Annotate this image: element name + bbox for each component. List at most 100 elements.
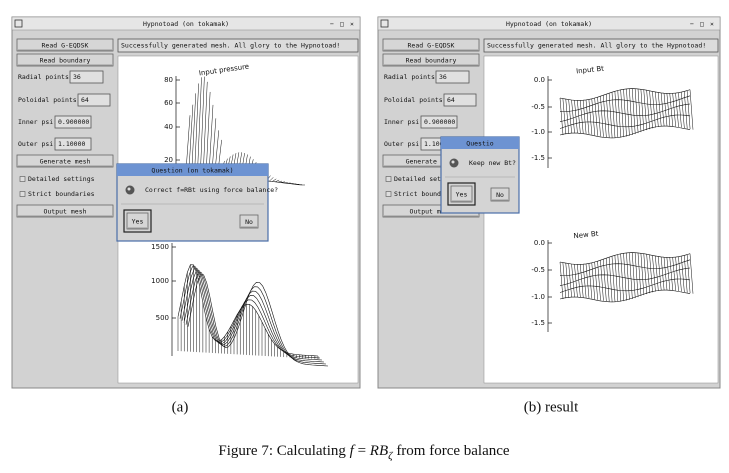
button[interactable] [16,38,114,52]
button[interactable] [16,154,114,168]
checkbox-label: Strict boundaries [28,190,95,198]
dialog-message: Correct f=RBt using force balance? [145,186,278,194]
field-value: 36 [73,73,81,81]
surface-wire [559,125,691,139]
surface-wire [620,253,624,302]
surface-wire [637,252,642,297]
surface-wire [579,264,584,298]
text-field[interactable] [54,137,92,151]
surface-wire [562,262,567,299]
surface-wire [640,253,645,296]
window-title: Hypnotoad (on tokamak) [506,20,592,28]
caption-math: = [354,443,370,459]
tick-label: 60 [164,99,173,107]
button-label: No [496,191,504,199]
tick-label: 0.0 [534,239,545,247]
button-label: Read boundary [406,57,457,65]
field-label: Radial points: [384,73,439,81]
surface-wire [689,253,694,294]
surface-wire [588,99,593,135]
surface-wire [275,179,280,183]
text-field[interactable] [420,115,458,129]
checkbox[interactable] [385,191,392,197]
field-value: 1.10000 [58,140,85,148]
surface-wire [594,98,598,136]
title-bar [11,16,361,31]
button[interactable] [490,187,510,202]
window-control[interactable]: − [690,20,694,28]
checkbox-label: Detailed settings [394,175,461,183]
plot-area [483,55,719,384]
window-icon [14,19,23,28]
subcaption: (a) [172,399,189,415]
surface-wire [568,99,572,134]
button[interactable] [239,214,259,229]
checkbox-label: Detailed settings [28,175,95,183]
surface-wire [669,93,674,127]
dialog-title-bar [117,164,268,176]
dialog-icon-eye [127,187,131,191]
surface-wire [559,114,691,129]
surface-wire [629,88,633,136]
window-icon [380,19,389,28]
text-field[interactable] [435,70,470,84]
text-field[interactable] [443,93,477,107]
text-field[interactable] [54,115,92,129]
surface-wire [579,100,584,134]
surface-wire [614,91,619,138]
window-control[interactable]: − [330,20,334,28]
checkbox[interactable] [19,191,26,197]
window-control[interactable]: □ [340,20,344,28]
surface-wire [652,91,656,128]
surface-wire [666,257,671,291]
button[interactable] [16,204,114,218]
surface-wire [565,99,570,134]
caption-math: RB [369,443,388,459]
caption-text: from force balance [393,443,510,459]
surface-wire [185,115,191,172]
window-control[interactable]: □ [700,20,704,28]
button[interactable] [16,53,114,67]
surface-wire [617,254,622,302]
surface-wire [660,92,665,127]
button-label: Output mesh [43,208,86,216]
surface-wire [187,274,329,367]
surface-wire [200,76,205,173]
surface-wire [559,97,564,135]
plot-title: New Bt [573,230,599,241]
surface-wire [649,90,653,129]
surface-wire [623,253,627,301]
surface-wire [672,257,676,291]
surface-wire [574,264,578,298]
window-control[interactable]: × [350,20,354,28]
surface-wire [646,254,650,294]
surface-wire [631,252,636,299]
surface-wire [678,256,682,292]
button-label: Read boundary [40,57,91,65]
surface-wire [591,262,596,300]
field-label: Inner psi: [18,118,57,126]
window-title: Hypnotoad (on tokamak) [143,20,229,28]
caption-math: f [350,443,356,459]
button[interactable] [382,53,480,67]
surface-wire [603,259,607,302]
button[interactable] [126,212,149,230]
button-label: Generate mesh [406,158,457,166]
text-field[interactable] [77,93,111,107]
surface-wire [657,92,662,127]
checkbox[interactable] [19,176,26,182]
surface-wire [629,252,633,300]
dialog-title: Questio [466,140,493,148]
surface-wire [582,100,587,134]
surface-wire [603,95,607,138]
surface-wire [194,83,199,173]
checkbox[interactable] [385,176,392,182]
surface-wire [681,256,685,293]
surface-wire [577,264,581,298]
button[interactable] [382,38,480,52]
text-field[interactable] [69,70,104,84]
surface-wire [585,263,590,299]
button[interactable] [450,185,473,203]
dialog-title-bar [441,137,519,149]
window-control[interactable]: × [710,20,714,28]
